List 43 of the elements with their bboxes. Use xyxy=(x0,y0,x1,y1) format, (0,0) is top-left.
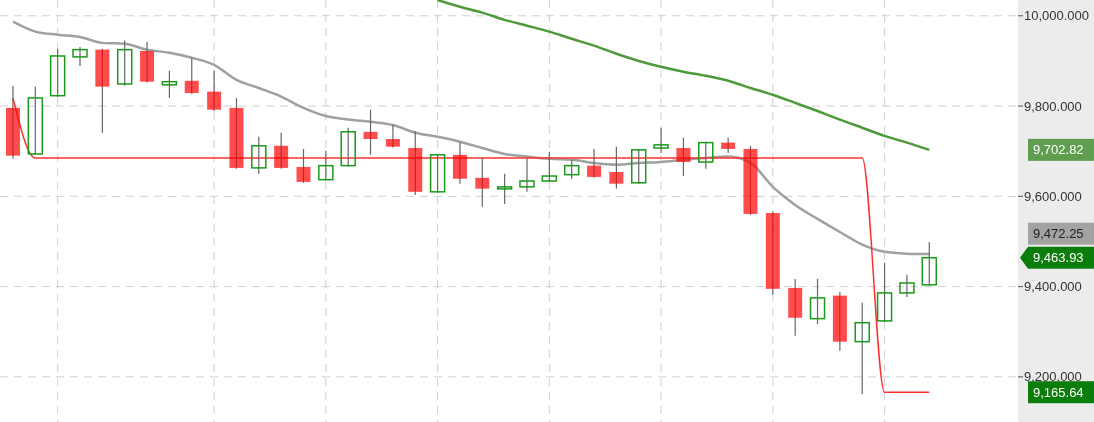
line-series xyxy=(436,0,931,152)
y-tick-label: 9,200.000 xyxy=(1024,369,1082,385)
candlestick xyxy=(385,124,400,149)
candlestick xyxy=(116,40,133,87)
candlestick xyxy=(72,46,88,67)
candlestick xyxy=(809,278,826,325)
candlestick xyxy=(676,137,691,177)
y-tick-label: 9,800.000 xyxy=(1024,98,1082,114)
candlestick xyxy=(563,159,580,180)
y-tick-label: 9,400.000 xyxy=(1024,279,1082,295)
candlestick xyxy=(587,148,602,179)
candlestick xyxy=(899,274,915,298)
candlestick xyxy=(876,262,893,323)
candlestick xyxy=(207,70,222,112)
text: 9,702.82 xyxy=(1033,142,1084,158)
candlestick xyxy=(698,141,714,170)
candlestick xyxy=(452,142,467,185)
candlestick xyxy=(363,109,378,156)
candlestick xyxy=(653,127,669,154)
candlestick xyxy=(340,127,356,168)
candlestick xyxy=(429,153,446,194)
candlestick xyxy=(274,132,289,170)
text: 9,463.93 xyxy=(1033,250,1084,266)
candlestick xyxy=(296,148,311,184)
candlestick xyxy=(609,146,624,190)
candlestick xyxy=(496,173,513,205)
candlestick xyxy=(630,148,647,185)
candlestick xyxy=(251,136,267,175)
text: 9,165.64 xyxy=(1033,384,1084,400)
y-tick-label: 10,000.000 xyxy=(1024,8,1090,24)
candlestick xyxy=(541,151,558,183)
candlestick xyxy=(161,70,178,99)
candlestick xyxy=(318,150,334,182)
candlestick xyxy=(27,86,44,156)
candlestick xyxy=(519,157,535,193)
candlestick xyxy=(921,241,938,287)
candlestick xyxy=(721,137,736,154)
candlestick xyxy=(475,157,490,208)
candlestick xyxy=(49,48,66,98)
y-tick-label: 9,600.000 xyxy=(1024,188,1082,204)
candlestick xyxy=(184,57,199,95)
candlestick xyxy=(854,302,870,395)
text: 9,472.25 xyxy=(1033,226,1084,242)
